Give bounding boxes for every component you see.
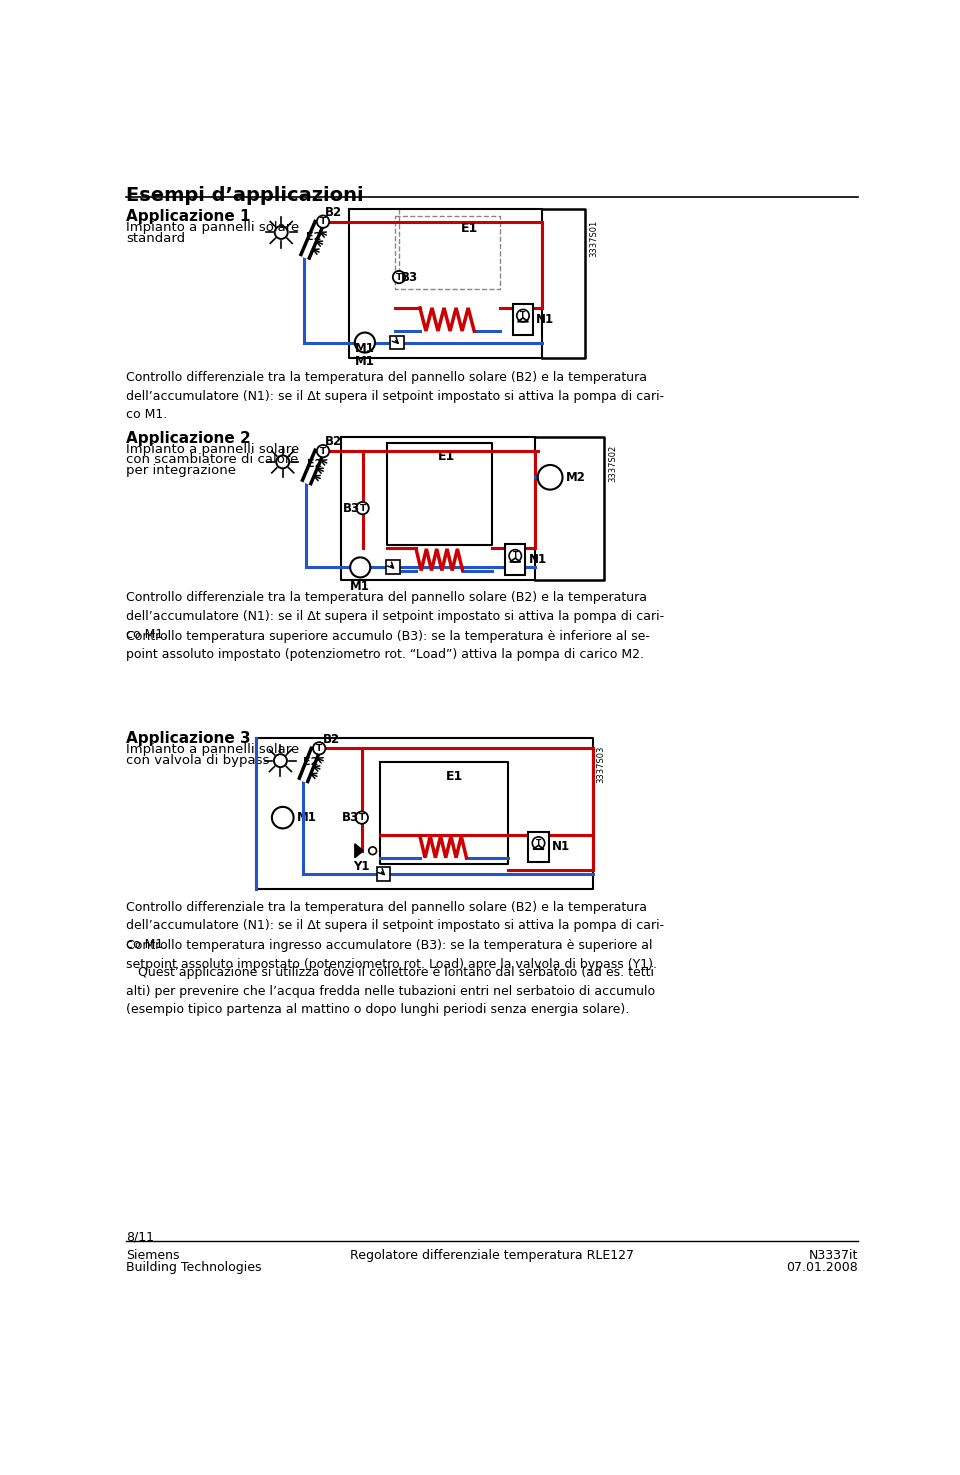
Text: Y1: Y1 [353, 860, 370, 873]
Text: Applicazione 2: Applicazione 2 [126, 431, 251, 445]
Polygon shape [355, 844, 363, 857]
Text: B2: B2 [325, 207, 343, 218]
Circle shape [538, 465, 563, 490]
Text: Impianto a pannelli solare: Impianto a pannelli solare [126, 442, 300, 456]
Text: E2: E2 [307, 459, 323, 469]
Text: T: T [536, 839, 541, 848]
Circle shape [350, 558, 371, 577]
Circle shape [355, 811, 368, 825]
Circle shape [356, 502, 369, 515]
Circle shape [317, 215, 329, 227]
Text: N1: N1 [528, 553, 546, 566]
Text: Esempi d’applicazioni: Esempi d’applicazioni [126, 186, 364, 205]
Text: E2: E2 [303, 757, 319, 767]
Text: B2: B2 [325, 435, 343, 448]
Text: Quest’applicazione si utilizza dove il collettore è lontano dal serbatoio (ad es: Quest’applicazione si utilizza dove il c… [126, 966, 656, 1016]
Text: Applicazione 3: Applicazione 3 [126, 732, 251, 746]
Text: Impianto a pannelli solare: Impianto a pannelli solare [126, 743, 300, 757]
Bar [513, 304, 533, 335]
Text: T: T [316, 743, 323, 752]
Text: M1: M1 [350, 580, 371, 593]
Text: B3: B3 [401, 270, 419, 283]
Text: T: T [396, 273, 402, 282]
Text: M1: M1 [355, 342, 374, 355]
Text: B3: B3 [344, 502, 360, 515]
Text: Building Technologies: Building Technologies [126, 1261, 262, 1274]
Bar [505, 544, 525, 575]
Circle shape [313, 742, 325, 755]
Text: 3337S02: 3337S02 [609, 445, 617, 482]
Text: con valvola di bypass: con valvola di bypass [126, 754, 270, 767]
Text: T: T [359, 503, 366, 513]
Text: E2: E2 [306, 232, 322, 242]
Text: B3: B3 [342, 811, 359, 825]
Text: T: T [359, 813, 365, 822]
Text: E1: E1 [438, 450, 455, 463]
Text: Regolatore differenziale temperatura RLE127: Regolatore differenziale temperatura RLE… [350, 1249, 634, 1261]
Text: E1: E1 [461, 221, 478, 235]
Text: Impianto a pannelli solare: Impianto a pannelli solare [126, 221, 300, 235]
Text: 3337S03: 3337S03 [596, 745, 606, 783]
Text: per integrazione: per integrazione [126, 465, 236, 478]
Text: M2: M2 [565, 471, 586, 484]
Bar [528, 832, 548, 863]
Circle shape [393, 271, 405, 283]
Text: T: T [513, 552, 518, 560]
Text: N3337it: N3337it [808, 1249, 858, 1261]
Text: T: T [320, 217, 326, 226]
Text: 07.01.2008: 07.01.2008 [786, 1261, 858, 1274]
Text: B2: B2 [324, 733, 340, 745]
Text: M1: M1 [355, 355, 374, 367]
Bar [376, 867, 391, 881]
Bar [391, 336, 404, 350]
Circle shape [355, 332, 375, 353]
Circle shape [317, 445, 329, 457]
Text: Applicazione 1: Applicazione 1 [126, 209, 251, 224]
Text: Controllo temperatura superiore accumulo (B3): se la temperatura è inferiore al : Controllo temperatura superiore accumulo… [126, 630, 650, 661]
Text: T: T [520, 311, 526, 320]
Text: Controllo temperatura ingresso accumulatore (B3): se la temperatura è superiore : Controllo temperatura ingresso accumulat… [126, 940, 658, 971]
Text: T: T [320, 447, 326, 456]
Text: M1: M1 [297, 811, 317, 825]
Bar [386, 560, 399, 574]
Text: Controllo differenziale tra la temperatura del pannello solare (B2) e la tempera: Controllo differenziale tra la temperatu… [126, 372, 664, 420]
Text: 3337S01: 3337S01 [588, 220, 598, 257]
Circle shape [272, 807, 294, 829]
Text: 8/11: 8/11 [126, 1230, 155, 1243]
Text: E1: E1 [445, 770, 463, 783]
Text: standard: standard [126, 232, 185, 245]
Text: Controllo differenziale tra la temperatura del pannello solare (B2) e la tempera: Controllo differenziale tra la temperatu… [126, 591, 664, 642]
Text: Siemens: Siemens [126, 1249, 180, 1261]
Text: con scambiatore di calore: con scambiatore di calore [126, 453, 299, 466]
Text: N1: N1 [537, 313, 554, 326]
Text: Controllo differenziale tra la temperatura del pannello solare (B2) e la tempera: Controllo differenziale tra la temperatu… [126, 901, 664, 951]
Text: N1: N1 [552, 841, 570, 854]
